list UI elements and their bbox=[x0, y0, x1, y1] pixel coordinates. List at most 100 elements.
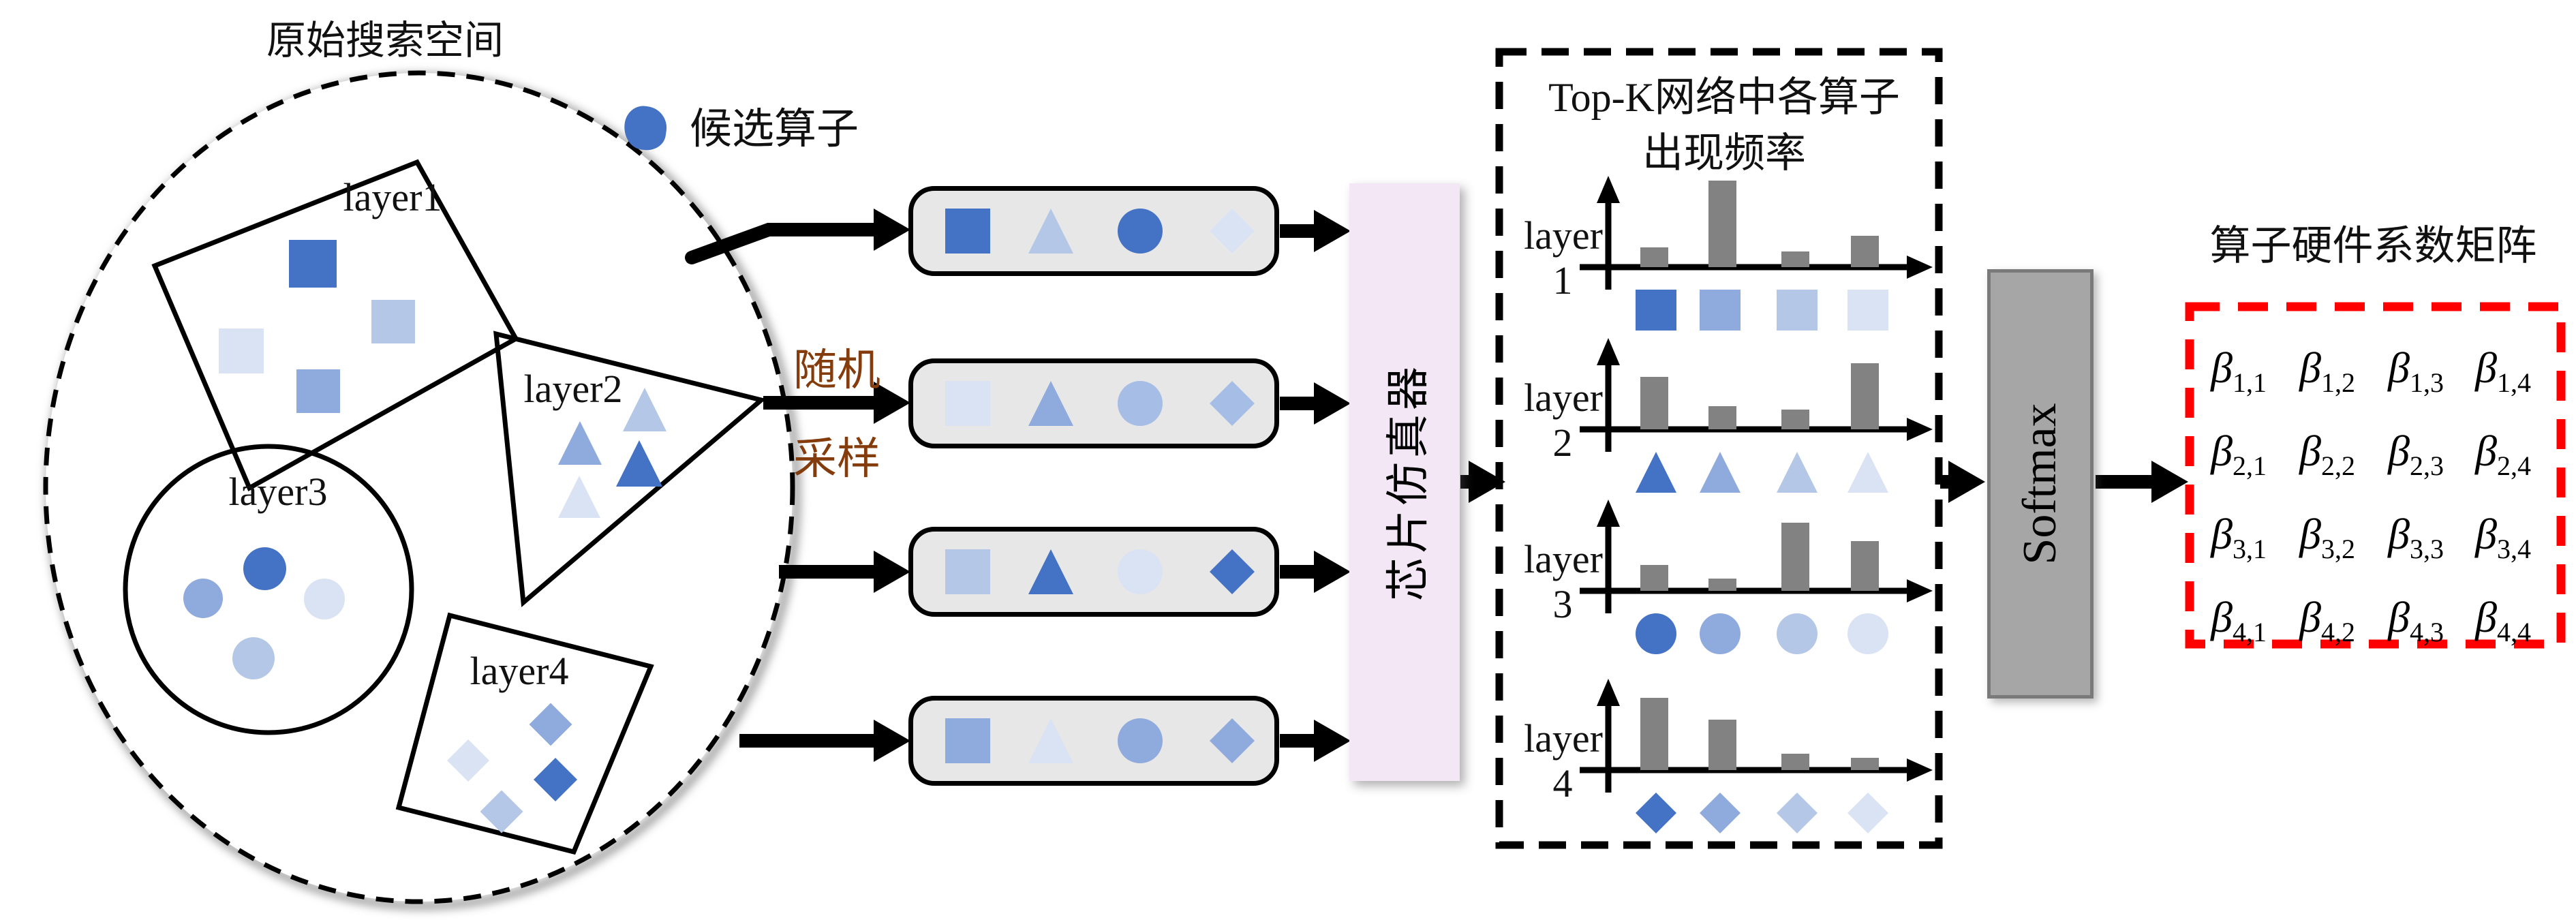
chart-2-bar-3 bbox=[1781, 410, 1809, 429]
beta-subscript: 4,3 bbox=[2409, 616, 2444, 647]
chart-1-label-num: 1 bbox=[1552, 258, 1573, 303]
chart-4-label-word: layer bbox=[1524, 716, 1603, 761]
chart-3-label-word: layer bbox=[1524, 537, 1603, 581]
beta-symbol: β bbox=[2388, 427, 2410, 475]
search-space-layer1-square-shape bbox=[219, 328, 264, 373]
chart-3-bar-3 bbox=[1781, 523, 1809, 591]
beta-subscript: 3,3 bbox=[2409, 533, 2444, 564]
beta-cell-4-4: β4,4 bbox=[2475, 592, 2531, 645]
layer4-outline bbox=[395, 612, 654, 855]
chart-3-y-axis-head bbox=[1597, 500, 1620, 527]
chart-1-bar-4 bbox=[1851, 236, 1879, 267]
chart-3-bar-4 bbox=[1851, 541, 1879, 591]
beta-cell-1-2: β1,2 bbox=[2299, 343, 2355, 396]
matrix-title: 算子硬件系数矩阵 bbox=[2209, 224, 2537, 269]
chart-1-x-axis-head bbox=[1907, 256, 1933, 279]
beta-subscript: 2,2 bbox=[2320, 450, 2355, 481]
chart-1-label-word: layer bbox=[1524, 213, 1603, 258]
chart-4-x-axis-head bbox=[1907, 758, 1933, 782]
chart-3-category-circle-shape bbox=[1777, 613, 1818, 654]
softmax-box bbox=[1987, 269, 2094, 699]
search-space-layer1-square-shape bbox=[296, 369, 340, 413]
search-space-layer1-square-shape bbox=[289, 240, 337, 288]
search-space-ellipse bbox=[43, 70, 795, 904]
chart-1-category-square-shape bbox=[1636, 290, 1676, 331]
beta-symbol: β bbox=[2299, 593, 2321, 641]
chart-4-bar-2 bbox=[1708, 720, 1736, 770]
group-label-layer4: layer4 bbox=[470, 649, 569, 693]
chart-1-category-square-shape bbox=[1777, 290, 1818, 331]
sampled-row-4-circle-shape bbox=[1118, 718, 1163, 763]
beta-symbol: β bbox=[2388, 593, 2410, 641]
group-label-layer3: layer3 bbox=[228, 470, 328, 514]
beta-subscript: 1,2 bbox=[2320, 367, 2355, 398]
beta-subscript: 3,2 bbox=[2320, 533, 2355, 564]
flow-arrow-1-head bbox=[874, 209, 910, 251]
beta-cell-3-3: β3,3 bbox=[2388, 509, 2444, 562]
layer3-outline bbox=[123, 444, 414, 735]
beta-subscript: 2,3 bbox=[2409, 450, 2444, 481]
beta-cell-4-1: β4,1 bbox=[2211, 592, 2267, 645]
beta-symbol: β bbox=[2211, 427, 2233, 475]
group-label-layer1: layer1 bbox=[343, 175, 442, 219]
flow-arrow-5-head bbox=[1314, 210, 1351, 252]
sampled-row-1-circle-shape bbox=[1118, 209, 1163, 254]
beta-cell-1-1: β1,1 bbox=[2211, 343, 2267, 396]
chart-1-category-square-shape bbox=[1847, 290, 1888, 331]
flow-arrow-8-head bbox=[1314, 720, 1351, 762]
random-sampling-label-line1: 随机 bbox=[793, 346, 880, 395]
beta-cell-1-3: β1,3 bbox=[2388, 343, 2444, 396]
matrix-red-dashed-box bbox=[2185, 302, 2566, 649]
beta-cell-4-2: β4,2 bbox=[2299, 592, 2355, 645]
beta-cell-3-4: β3,4 bbox=[2475, 509, 2531, 562]
search-space-layer3-circle-shape bbox=[183, 579, 223, 618]
beta-symbol: β bbox=[2211, 343, 2233, 392]
chip-simulator-box bbox=[1349, 183, 1460, 781]
chart-2-bar-2 bbox=[1708, 406, 1736, 429]
chart-2-x-axis-head bbox=[1907, 418, 1933, 441]
chart-3-x-axis-head bbox=[1907, 579, 1933, 602]
beta-cell-4-3: β4,3 bbox=[2388, 592, 2444, 645]
chart-4-bar-4 bbox=[1851, 758, 1879, 770]
beta-subscript: 4,4 bbox=[2496, 616, 2531, 647]
flow-arrow-7-head bbox=[1314, 551, 1351, 593]
topk-title-line2: 出现频率 bbox=[1642, 131, 1806, 176]
flow-arrow-3-head bbox=[874, 551, 910, 593]
softmax-label: Softmax bbox=[2014, 403, 2066, 565]
chart-4-bar-1 bbox=[1640, 698, 1668, 770]
chart-1-bar-3 bbox=[1781, 251, 1809, 267]
search-space-layer3-circle-shape bbox=[304, 579, 345, 619]
chart-2-bar-1 bbox=[1640, 377, 1668, 429]
chart-4-label-num: 4 bbox=[1552, 761, 1573, 806]
beta-symbol: β bbox=[2211, 510, 2233, 558]
beta-symbol: β bbox=[2388, 510, 2410, 558]
flow-arrow-4-head bbox=[874, 720, 910, 762]
sampled-row-3-circle-shape bbox=[1118, 549, 1163, 594]
chart-3-category-circle-shape bbox=[1847, 613, 1888, 654]
sampled-row-3-square-shape bbox=[945, 549, 990, 594]
beta-symbol: β bbox=[2299, 343, 2321, 392]
beta-subscript: 1,3 bbox=[2409, 367, 2444, 398]
sampled-row-4-square-shape bbox=[945, 718, 990, 763]
chart-2-bar-4 bbox=[1851, 363, 1879, 429]
beta-subscript: 4,1 bbox=[2232, 616, 2267, 647]
search-space-title: 原始搜索空间 bbox=[266, 18, 504, 63]
beta-cell-1-4: β1,4 bbox=[2475, 343, 2531, 396]
chart-1-bar-2 bbox=[1708, 181, 1736, 267]
beta-subscript: 3,4 bbox=[2496, 533, 2531, 564]
chart-3-bar-1 bbox=[1640, 565, 1668, 591]
chip-simulator-label: 芯片仿真器 bbox=[1384, 363, 1432, 601]
beta-subscript: 4,2 bbox=[2320, 616, 2355, 647]
sampled-row-1-square-shape bbox=[945, 209, 990, 254]
legend-label: 候选算子 bbox=[690, 106, 859, 153]
beta-symbol: β bbox=[2475, 593, 2497, 641]
flow-arrow-2-head bbox=[874, 382, 910, 424]
flow-arrow-9-head bbox=[1469, 461, 1505, 503]
chart-1-bar-1 bbox=[1640, 247, 1668, 267]
flow-arrow-11-head bbox=[2151, 461, 2188, 503]
beta-subscript: 2,4 bbox=[2496, 450, 2531, 481]
sampled-row-2-circle-shape bbox=[1118, 381, 1163, 426]
flow-arrow-6-head bbox=[1314, 382, 1351, 425]
